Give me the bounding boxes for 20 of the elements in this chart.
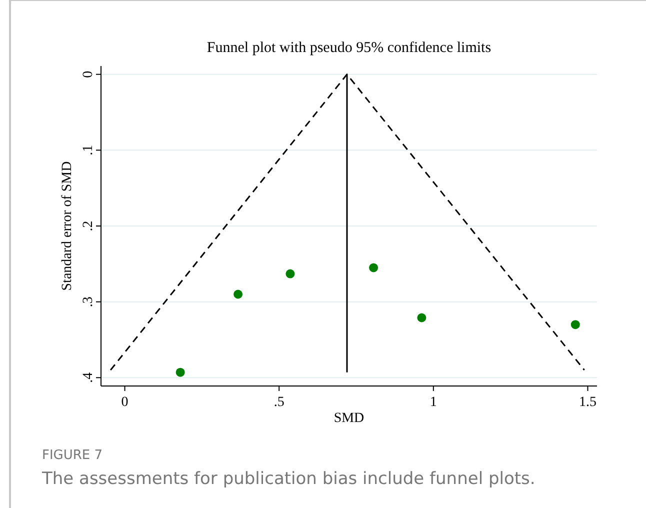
y-axis-title: Standard error of SMD bbox=[60, 161, 75, 291]
y-tick-label: .2 bbox=[81, 220, 96, 232]
y-tick-label: 0 bbox=[81, 70, 96, 78]
y-tick-label: .3 bbox=[81, 296, 96, 308]
point bbox=[570, 320, 580, 330]
point bbox=[417, 313, 426, 322]
chart-title: Funnel plot with pseudo 95% confidence limits bbox=[206, 40, 492, 56]
y-tick-label: .4 bbox=[81, 372, 96, 383]
text: The assessments for publication bias include funnel plots. bbox=[41, 469, 536, 489]
point bbox=[286, 269, 295, 278]
x-tick-label: 0 bbox=[121, 395, 128, 410]
x-tick-label: 1 bbox=[430, 395, 437, 410]
y-tick-label: .1 bbox=[81, 144, 96, 156]
caption: FIGURE 7 bbox=[42, 448, 103, 463]
point bbox=[369, 263, 378, 272]
x-axis-title: SMD bbox=[334, 411, 364, 426]
x-tick-label: .5 bbox=[274, 395, 284, 410]
point bbox=[234, 290, 243, 299]
x-tick-label: 1.5 bbox=[578, 395, 596, 410]
point bbox=[176, 368, 185, 377]
